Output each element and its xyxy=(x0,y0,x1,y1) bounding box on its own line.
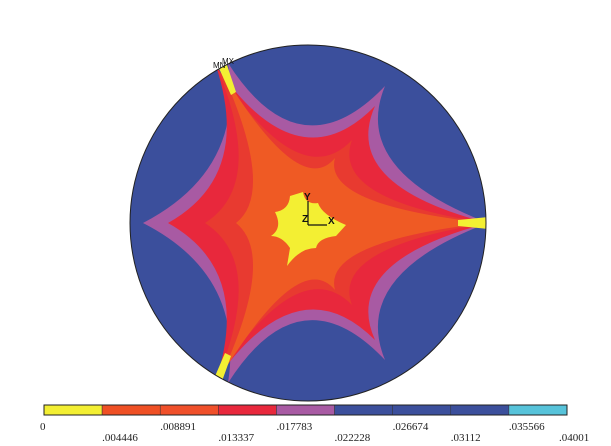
coordinate-triad: Y X Z xyxy=(302,192,335,227)
legend: 0 .004446 .008891 .013337 .017783 .022228 .026… xyxy=(40,404,589,444)
legend-value-9: .035566 xyxy=(509,421,545,433)
legend-value-6: .022228 xyxy=(335,432,371,444)
legend-value-4: .013337 xyxy=(218,432,254,444)
band-orange xyxy=(222,72,486,374)
legend-swatch-8 xyxy=(450,404,510,416)
legend-value-2: .004446 xyxy=(102,432,138,444)
streak-top xyxy=(218,62,236,95)
legend-swatch-5 xyxy=(276,404,335,416)
legend-value-10: .04001 xyxy=(559,432,589,444)
legend-swatch-7 xyxy=(392,404,452,416)
legend-swatch-9 xyxy=(508,404,568,416)
max-marker-label: MX xyxy=(222,57,235,66)
min-marker-label: MN xyxy=(213,61,226,70)
legend-value-3: .008891 xyxy=(160,421,196,433)
legend-swatch-2 xyxy=(101,404,161,416)
model-outline xyxy=(129,44,487,402)
legend-swatch-6 xyxy=(334,404,393,416)
legend-value-8: .03112 xyxy=(451,432,481,444)
y-axis-label: Y xyxy=(304,192,311,203)
legend-bar-outline xyxy=(43,404,568,416)
legend-swatch-3 xyxy=(159,404,219,416)
legend-swatch-4 xyxy=(218,404,277,416)
legend-value-7: .026674 xyxy=(393,421,429,433)
legend-value-1: 0 xyxy=(40,421,46,433)
legend-value-5: .017783 xyxy=(276,421,312,433)
streak-right xyxy=(458,217,486,229)
band-yellow-core xyxy=(271,192,346,266)
x-axis-label: X xyxy=(328,216,335,227)
z-axis-label: Z xyxy=(302,214,308,225)
contour-model xyxy=(130,45,486,401)
legend-swatch-1 xyxy=(43,404,103,416)
